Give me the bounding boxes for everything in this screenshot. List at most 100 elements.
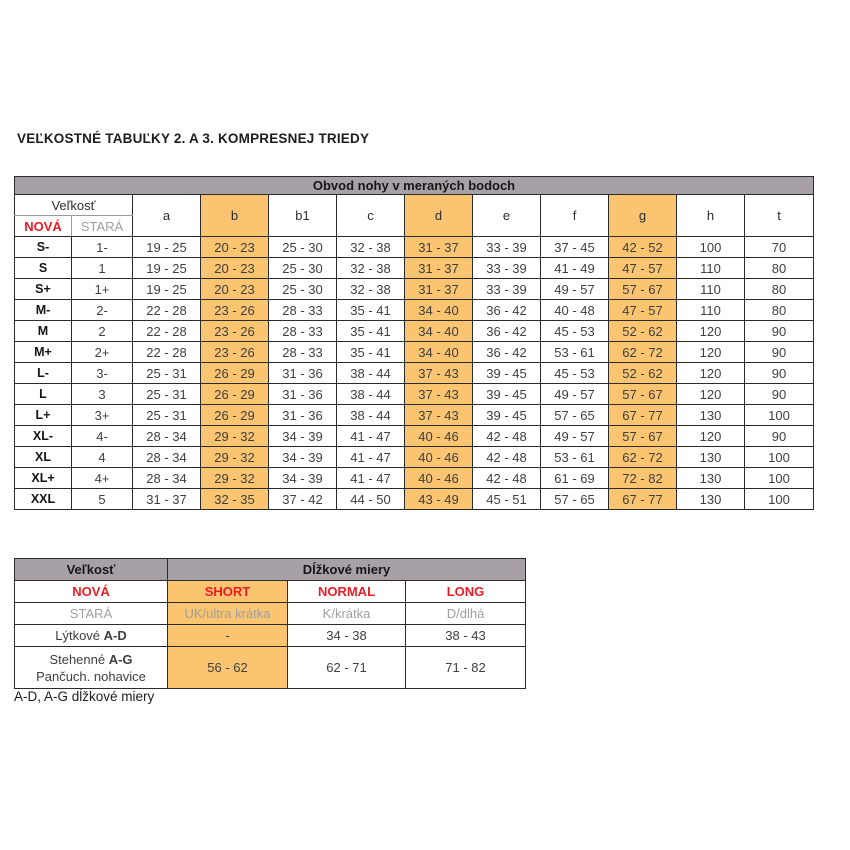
size-new-cell: XL [14,446,72,468]
measure-cell-h: 120 [676,383,745,405]
measure-cell-f: 45 - 53 [540,362,609,384]
measure-cell-a: 22 - 28 [132,299,201,321]
measure-cell-g: 62 - 72 [608,341,677,363]
measure-cell-f: 53 - 61 [540,446,609,468]
length-old-long: D/dlhá [404,602,527,625]
measure-cell-c: 35 - 41 [336,320,405,342]
measure-cell-e: 33 - 39 [472,257,541,279]
calf-short-value: - [167,624,288,647]
measure-cell-b1: 28 - 33 [268,320,337,342]
measure-cell-e: 45 - 51 [472,488,541,510]
measure-cell-f: 40 - 48 [540,299,609,321]
measure-cell-f: 57 - 65 [540,404,609,426]
measure-cell-e: 33 - 39 [472,236,541,258]
measure-cell-t: 90 [744,320,814,342]
measure-cell-a: 28 - 34 [132,467,201,489]
measure-cell-b: 23 - 26 [200,320,269,342]
measure-cell-b1: 28 - 33 [268,299,337,321]
size-table-row: XL- 4- 28 - 34 29 - 32 34 - 39 41 - 47 40 - 46… [14,425,814,447]
measure-cell-e: 36 - 42 [472,299,541,321]
calf-label-range: A-D [103,628,127,643]
measure-cell-b: 32 - 35 [200,488,269,510]
size-table-row: M- 2- 22 - 28 23 - 26 28 - 33 35 - 41 34 - 40 3… [14,299,814,321]
length-col-short: SHORT [167,580,288,603]
measure-cell-d: 40 - 46 [404,467,473,489]
size-table-row: S 1 19 - 25 20 - 23 25 - 30 32 - 38 31 - 37 33 … [14,257,814,279]
thigh-normal-value: 62 - 71 [287,646,406,689]
measure-cell-e: 39 - 45 [472,404,541,426]
size-old-cell: 1 [71,257,133,279]
measure-cell-a: 22 - 28 [132,320,201,342]
size-table-row: S- 1- 19 - 25 20 - 23 25 - 30 32 - 38 31 - 37 3… [14,236,814,258]
size-new-cell: XL+ [14,467,72,489]
measure-cell-a: 28 - 34 [132,446,201,468]
measure-cell-c: 32 - 38 [336,278,405,300]
measure-cell-h: 120 [676,320,745,342]
measure-cell-h: 120 [676,425,745,447]
measure-cell-g: 52 - 62 [608,320,677,342]
measure-cell-f: 53 - 61 [540,341,609,363]
size-table-row: XL+ 4+ 28 - 34 29 - 32 34 - 39 41 - 47 40 - 46… [14,467,814,489]
measure-cell-b: 20 - 23 [200,257,269,279]
size-old-cell: 5 [71,488,133,510]
size-table-row: L- 3- 25 - 31 26 - 29 31 - 36 38 - 44 37 - 43 3… [14,362,814,384]
size-old-cell: 1- [71,236,133,258]
thigh-length-row: Stehenné A-G Pančuch. nohavice 56 - 62 6… [14,646,527,689]
size-table-body: S- 1- 19 - 25 20 - 23 25 - 30 32 - 38 31 - 37 3… [14,236,814,510]
measure-cell-t: 90 [744,425,814,447]
measure-cell-b1: 34 - 39 [268,467,337,489]
thigh-label-line1: Stehenné A-G [16,651,167,668]
length-banner: Dĺžkové miery [166,558,527,581]
size-table-row: S+ 1+ 19 - 25 20 - 23 25 - 30 32 - 38 31 - 37 3… [14,278,814,300]
measure-cell-e: 39 - 45 [472,362,541,384]
measure-cell-b: 20 - 23 [200,278,269,300]
size-new-cell: L+ [14,404,72,426]
calf-normal-value: 34 - 38 [287,624,406,647]
measure-cell-d: 31 - 37 [404,236,473,258]
measure-cell-c: 38 - 44 [336,362,405,384]
measure-cell-e: 36 - 42 [472,320,541,342]
measure-cell-h: 100 [676,236,745,258]
length-new-label: NOVÁ [14,580,168,603]
size-old-cell: 4- [71,425,133,447]
measure-cell-f: 45 - 53 [540,320,609,342]
thigh-label-line2: Pančuch. nohavice [36,668,146,684]
size-old-cell: 3 [71,383,133,405]
measure-cell-f: 37 - 45 [540,236,609,258]
column-header-c: c [336,194,405,237]
thigh-label-text: Stehenné [49,651,109,667]
measure-cell-d: 31 - 37 [404,257,473,279]
length-size-header: Veľkosť [14,558,168,581]
measure-cell-h: 130 [676,488,745,510]
size-new-cell: S- [14,236,72,258]
measure-cell-g: 67 - 77 [608,488,677,510]
size-new-cell: XL- [14,425,72,447]
length-new-row: NOVÁ SHORT NORMAL LONG [14,580,527,603]
column-header-g: g [608,194,677,237]
size-new-cell: L [14,383,72,405]
measure-cell-b1: 31 - 36 [268,362,337,384]
measure-cell-a: 19 - 25 [132,278,201,300]
size-table-row: L+ 3+ 25 - 31 26 - 29 31 - 36 38 - 44 37 - 43 3… [14,404,814,426]
size-table-row: XXL 5 31 - 37 32 - 35 37 - 42 44 - 50 43 - 49 4… [14,488,814,510]
measure-cell-b1: 25 - 30 [268,278,337,300]
length-measures-table: Veľkosť Dĺžkové miery NOVÁ SHORT NORMAL … [14,558,527,689]
measure-cell-e: 39 - 45 [472,383,541,405]
measure-cell-f: 57 - 65 [540,488,609,510]
measure-cell-f: 49 - 57 [540,425,609,447]
size-table-row: L 3 25 - 31 26 - 29 31 - 36 38 - 44 37 - 43 39 … [14,383,814,405]
measure-cell-g: 47 - 57 [608,257,677,279]
old-size-header: STARÁ [71,215,133,237]
measure-cell-g: 57 - 67 [608,425,677,447]
column-header-b1: b1 [268,194,337,237]
size-new-cell: XXL [14,488,72,510]
measure-cell-b1: 25 - 30 [268,236,337,258]
column-header-h: h [676,194,745,237]
measure-cell-d: 31 - 37 [404,278,473,300]
measure-cell-d: 40 - 46 [404,425,473,447]
measure-cell-a: 31 - 37 [132,488,201,510]
column-header-row: Veľkosť a b b1 c d e f g h t [14,194,814,237]
measure-cell-a: 25 - 31 [132,383,201,405]
measure-cell-b1: 34 - 39 [268,425,337,447]
measure-cell-t: 70 [744,236,814,258]
